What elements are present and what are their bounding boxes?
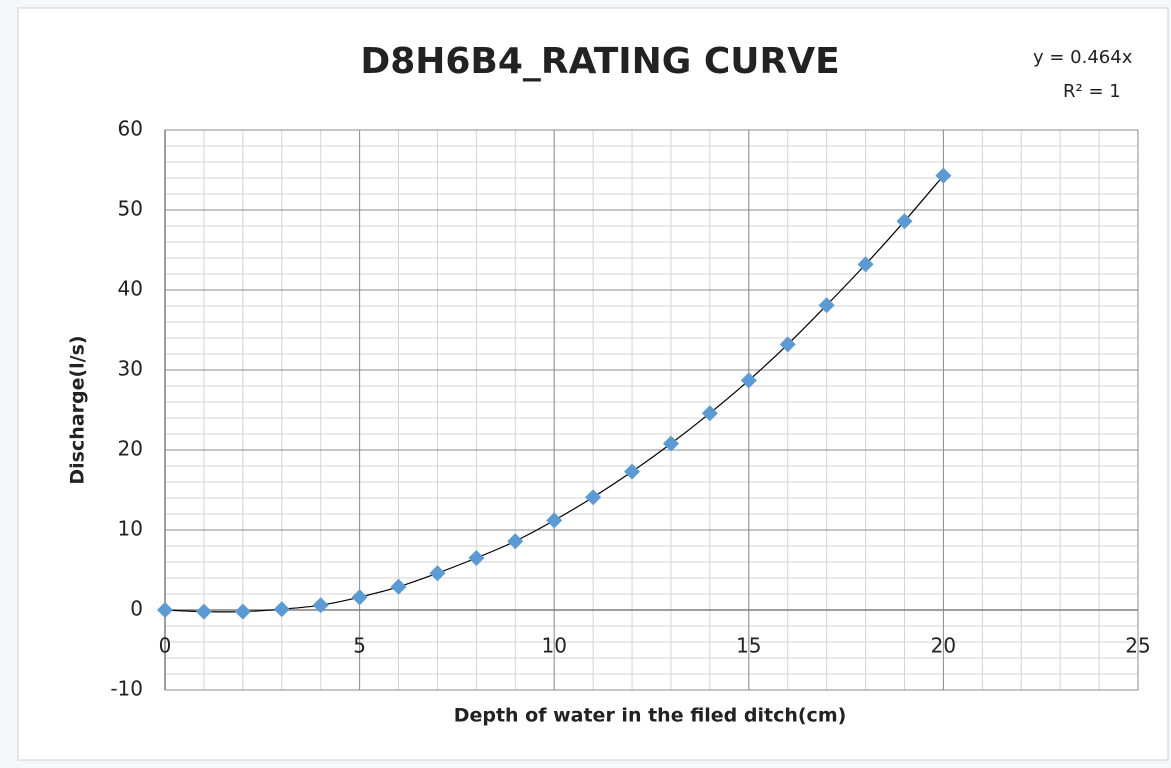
- marker: [312, 597, 329, 614]
- x-tick-label: 5: [353, 634, 366, 658]
- marker: [429, 565, 446, 582]
- x-tick-label: 25: [1125, 634, 1150, 658]
- x-axis-title: Depth of water in the filed ditch(cm): [454, 705, 847, 727]
- equation: y = 0.464x: [1033, 47, 1133, 68]
- x-tick-label: 15: [736, 634, 761, 658]
- x-tick-label: 20: [931, 634, 956, 658]
- marker: [585, 489, 602, 506]
- marker: [701, 405, 718, 422]
- marker: [935, 167, 952, 184]
- marker: [157, 602, 173, 618]
- marker: [818, 297, 835, 314]
- x-tick-label: 10: [541, 634, 566, 658]
- y-tick-label: 50: [118, 197, 143, 221]
- marker: [740, 372, 757, 389]
- marker: [896, 213, 913, 230]
- y-tick-label: 60: [118, 117, 143, 141]
- marker: [468, 550, 485, 566]
- marker: [857, 256, 874, 273]
- r-squared: R² = 1: [1063, 81, 1121, 102]
- y-tick-label: 0: [130, 597, 143, 621]
- marker: [546, 512, 563, 529]
- chart-title: D8H6B4_RATING CURVE: [360, 41, 839, 82]
- y-tick-label: 40: [118, 277, 143, 301]
- marker: [507, 533, 524, 550]
- y-tick-label: 20: [118, 437, 143, 461]
- x-tick-label: 0: [159, 634, 172, 658]
- marker: [351, 589, 368, 606]
- marker: [273, 601, 290, 618]
- marker: [390, 578, 407, 595]
- y-tick-label: 30: [118, 357, 143, 381]
- marker: [234, 603, 251, 620]
- y-tick-label: 10: [118, 517, 143, 541]
- marker: [624, 463, 641, 480]
- marker: [779, 336, 796, 353]
- marker: [195, 603, 212, 620]
- marker: [662, 435, 679, 452]
- y-tick-label: -10: [110, 677, 143, 701]
- y-axis-title: Discharge(l/s): [67, 335, 89, 484]
